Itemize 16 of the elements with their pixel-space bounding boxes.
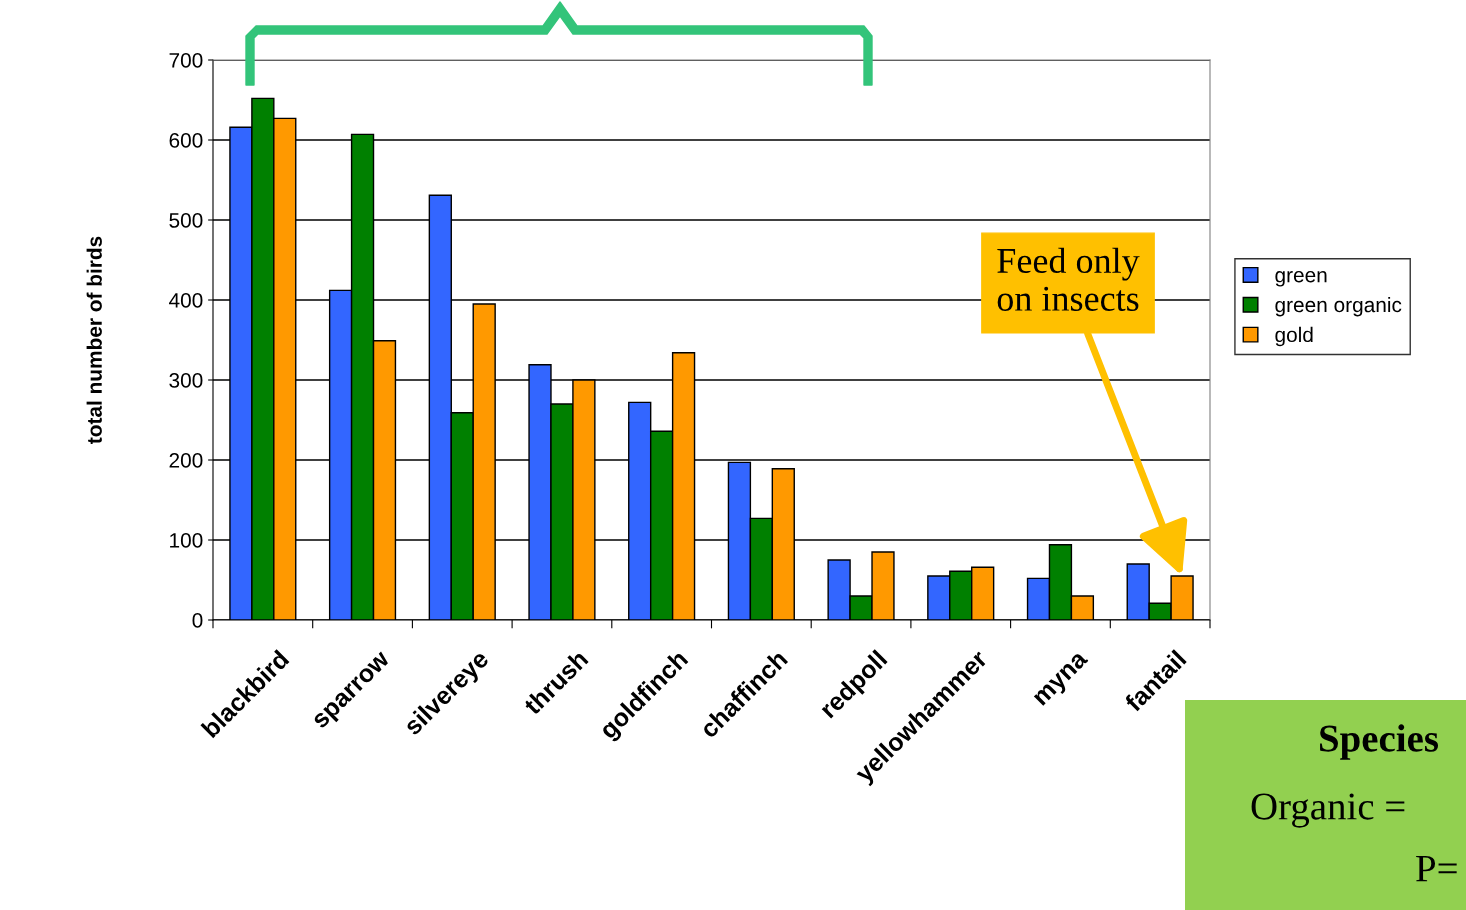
y-axis-title: total number of birds [86,236,102,444]
y-tick-label: 200 [169,453,203,468]
y-tick-label: 500 [169,213,203,228]
y-tick-label: 700 [169,53,203,68]
text: Species [1320,724,1439,760]
y-tick-label: 300 [169,373,203,388]
legend-label: green organic [1275,296,1402,317]
y-tick-label: 100 [170,533,203,548]
legend-label: gold [1275,326,1313,347]
y-tick-label: 400 [169,293,203,308]
text: Organic = [1251,793,1405,828]
text: P= [1416,855,1457,882]
legend-label: green [1275,271,1327,287]
y-tick-label: 0 [192,613,203,628]
y-tick-label: 600 [169,133,203,148]
annotation: Feed only on insects [997,247,1140,311]
